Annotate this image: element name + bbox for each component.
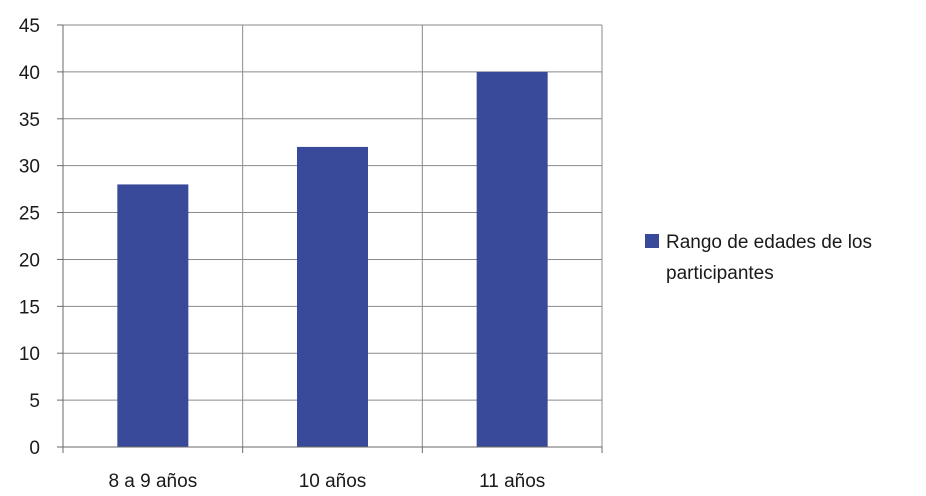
bar	[297, 146, 368, 447]
y-tick-label: 15	[19, 297, 40, 318]
x-category-label: 10 años	[299, 471, 367, 492]
x-category-label: 8 a 9 años	[108, 471, 197, 492]
x-category-label: 11 años	[479, 471, 545, 492]
y-tick-label: 25	[19, 204, 40, 225]
x-axis-category-labels: 8 a 9 años 10 años 11 años	[108, 471, 545, 492]
y-tick-label: 40	[19, 63, 40, 84]
legend-swatch	[645, 234, 659, 248]
y-tick-label: 30	[19, 157, 40, 178]
y-tick-label: 35	[19, 110, 40, 131]
legend-label-line-1: Rango de edades de los	[666, 232, 872, 253]
bar	[476, 71, 548, 447]
y-tick-label: 5	[29, 391, 40, 412]
legend-label-line-2: participantes	[666, 263, 774, 284]
y-tick-label: 20	[19, 250, 40, 271]
y-tick-label: 0	[29, 438, 40, 459]
bar	[117, 184, 189, 447]
y-tick-label: 45	[19, 16, 40, 37]
bar-series	[117, 71, 548, 447]
legend: Rango de edades de los participantes	[645, 232, 872, 284]
y-axis-tick-labels: 0 5 10 15 20 25 30 35 40 45	[19, 16, 40, 459]
axes	[57, 24, 603, 453]
y-tick-label: 10	[19, 344, 40, 365]
